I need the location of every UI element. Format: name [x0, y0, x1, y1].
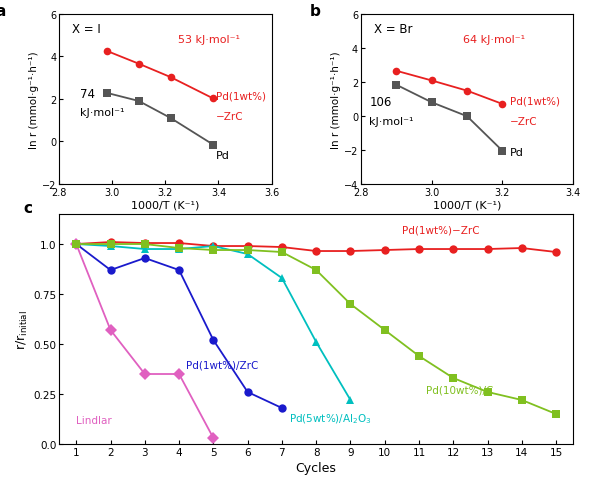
Text: X = I: X = I	[72, 23, 100, 36]
Text: 106: 106	[369, 96, 392, 109]
Text: Pd(10wt%)/C: Pd(10wt%)/C	[426, 385, 493, 395]
Text: Pd(5wt%)/Al$_2$O$_3$: Pd(5wt%)/Al$_2$O$_3$	[289, 411, 372, 425]
Y-axis label: r/r$_{\mathrm{initial}}$: r/r$_{\mathrm{initial}}$	[15, 309, 30, 349]
X-axis label: 1000/T (K⁻¹): 1000/T (K⁻¹)	[131, 200, 200, 210]
Text: kJ·mol⁻¹: kJ·mol⁻¹	[369, 117, 414, 126]
Text: Pd(1wt%)/ZrC: Pd(1wt%)/ZrC	[186, 359, 258, 369]
Text: Pd: Pd	[216, 151, 230, 161]
Text: b: b	[310, 4, 321, 20]
Text: a: a	[0, 4, 6, 20]
Text: −ZrC: −ZrC	[216, 112, 244, 122]
Text: Pd(1wt%)−ZrC: Pd(1wt%)−ZrC	[402, 224, 479, 235]
Text: −ZrC: −ZrC	[509, 117, 537, 126]
Y-axis label: ln r (mmol·g⁻¹·h⁻¹): ln r (mmol·g⁻¹·h⁻¹)	[331, 51, 341, 148]
X-axis label: Cycles: Cycles	[296, 461, 337, 474]
Text: Pd(1wt%): Pd(1wt%)	[216, 91, 267, 101]
Text: kJ·mol⁻¹: kJ·mol⁻¹	[80, 108, 125, 118]
Text: 64 kJ·mol⁻¹: 64 kJ·mol⁻¹	[463, 35, 525, 45]
Text: Pd(1wt%): Pd(1wt%)	[509, 96, 560, 106]
Text: X = Br: X = Br	[374, 23, 412, 36]
Text: 74: 74	[80, 88, 95, 101]
Text: Lindlar: Lindlar	[76, 415, 112, 425]
Text: c: c	[23, 201, 32, 216]
Y-axis label: ln r (mmol·g⁻¹·h⁻¹): ln r (mmol·g⁻¹·h⁻¹)	[29, 51, 39, 148]
Text: Pd: Pd	[509, 147, 524, 157]
Text: 53 kJ·mol⁻¹: 53 kJ·mol⁻¹	[178, 35, 240, 45]
X-axis label: 1000/T (K⁻¹): 1000/T (K⁻¹)	[433, 200, 501, 210]
